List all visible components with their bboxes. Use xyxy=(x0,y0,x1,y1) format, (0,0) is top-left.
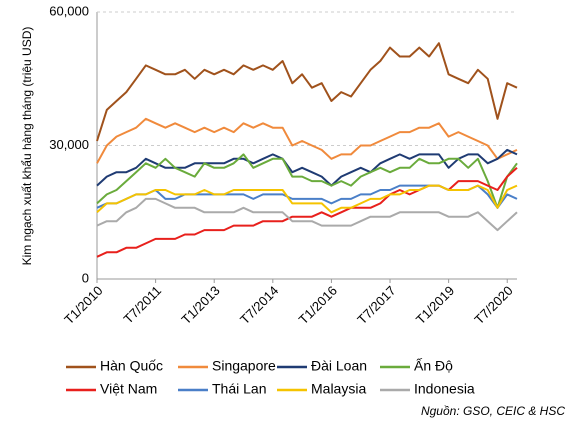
legend-label: Đài Loan xyxy=(311,358,367,374)
series-line xyxy=(96,148,518,187)
source: Nguồn: GSO, CEIC & HSC xyxy=(421,404,565,418)
legend-label: Thái Lan xyxy=(212,381,266,397)
x-tick-label: T7/2011 xyxy=(120,283,164,327)
x-tick-label: T1/2010 xyxy=(61,283,105,327)
series-line xyxy=(96,153,518,209)
series-line xyxy=(96,184,518,214)
x-tick-label: T7/2017 xyxy=(354,283,398,327)
series-line xyxy=(96,167,518,258)
series-line xyxy=(96,197,518,232)
y-axis-title: Kim ngạch xuất khẩu hàng tháng (triệu US… xyxy=(20,27,34,266)
y-tick-label: 0 xyxy=(82,270,89,285)
series-line xyxy=(96,42,518,142)
series-line xyxy=(96,184,518,209)
x-tick-label: T7/2014 xyxy=(237,283,281,327)
x-tick-label: T1/2016 xyxy=(296,283,340,327)
y-tick-label: 60,000 xyxy=(49,3,89,18)
x-tick-label: T1/2013 xyxy=(178,283,222,327)
legend-label: Hàn Quốc xyxy=(100,358,163,374)
series-line xyxy=(96,117,518,164)
legend-label: Ấn Độ xyxy=(414,358,453,374)
legend-label: Việt Nam xyxy=(100,381,157,397)
legend-label: Singapore xyxy=(212,358,276,374)
x-tick-label: T1/2019 xyxy=(413,283,457,327)
x-tick-label: T7/2020 xyxy=(471,283,515,327)
legend-label: Indonesia xyxy=(414,381,475,397)
y-tick-label: 30,000 xyxy=(49,137,89,152)
legend-label: Malaysia xyxy=(311,381,366,397)
